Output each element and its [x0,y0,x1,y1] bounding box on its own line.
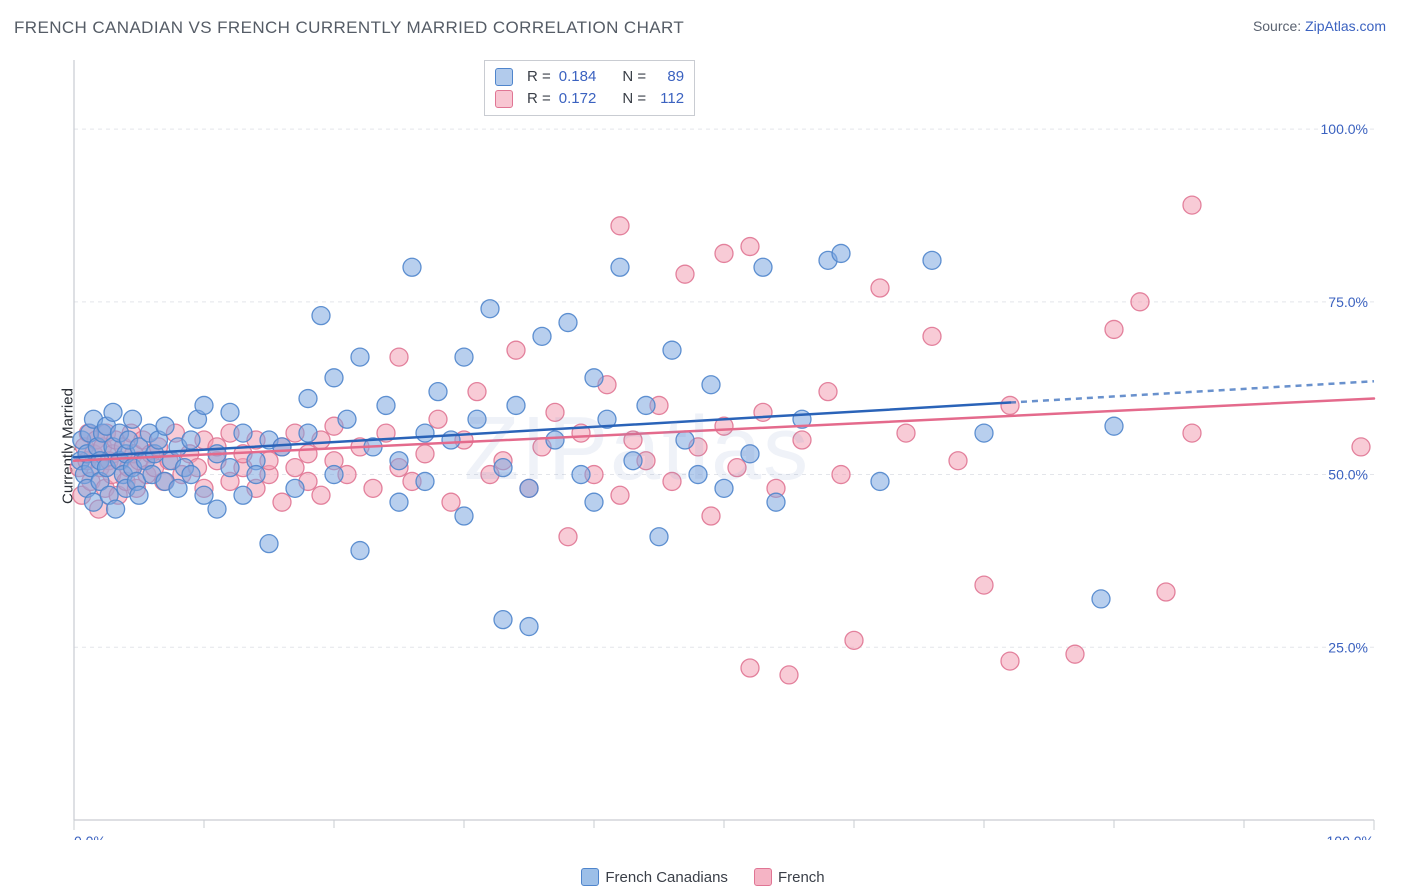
svg-text:0.0%: 0.0% [74,833,106,840]
n-value: 89 [654,66,684,88]
series-swatch [495,90,513,108]
scatter-svg: 0.0% 100.0% 25.0% 50.0% 75.0% 100.0% [44,48,1390,840]
series-swatch [495,68,513,86]
svg-text:50.0%: 50.0% [1328,467,1368,483]
plot-area: 0.0%100.0%25.0%50.0%75.0%100.0% ZIPatlas… [44,48,1390,840]
legend-swatch [754,868,772,886]
n-label: N = [622,66,646,88]
n-label: N = [622,88,646,110]
chart-title: FRENCH CANADIAN VS FRENCH CURRENTLY MARR… [14,18,684,38]
r-value: 0.184 [559,66,597,88]
r-value: 0.172 [559,88,597,110]
stats-legend-box: R = 0.184 N = 89 R = 0.172 N = 112 [484,60,695,116]
legend-swatch [581,868,599,886]
legend-label: French [778,869,825,886]
bottom-legend: French Canadians French [0,868,1406,886]
legend-item: French [754,868,825,886]
source-link[interactable]: ZipAtlas.com [1305,18,1386,34]
source-attribution: Source: ZipAtlas.com [1253,18,1386,34]
r-label: R = [527,88,551,110]
stats-row: R = 0.172 N = 112 [495,88,684,110]
legend-item: French Canadians [581,868,728,886]
svg-text:100.0%: 100.0% [1327,833,1374,840]
r-label: R = [527,66,551,88]
svg-text:25.0%: 25.0% [1328,639,1368,655]
legend-label: French Canadians [605,869,728,886]
svg-text:100.0%: 100.0% [1321,121,1368,137]
stats-row: R = 0.184 N = 89 [495,66,684,88]
n-value: 112 [654,88,684,110]
svg-text:75.0%: 75.0% [1328,294,1368,310]
chart-container: FRENCH CANADIAN VS FRENCH CURRENTLY MARR… [0,0,1406,892]
source-prefix: Source: [1253,18,1305,34]
